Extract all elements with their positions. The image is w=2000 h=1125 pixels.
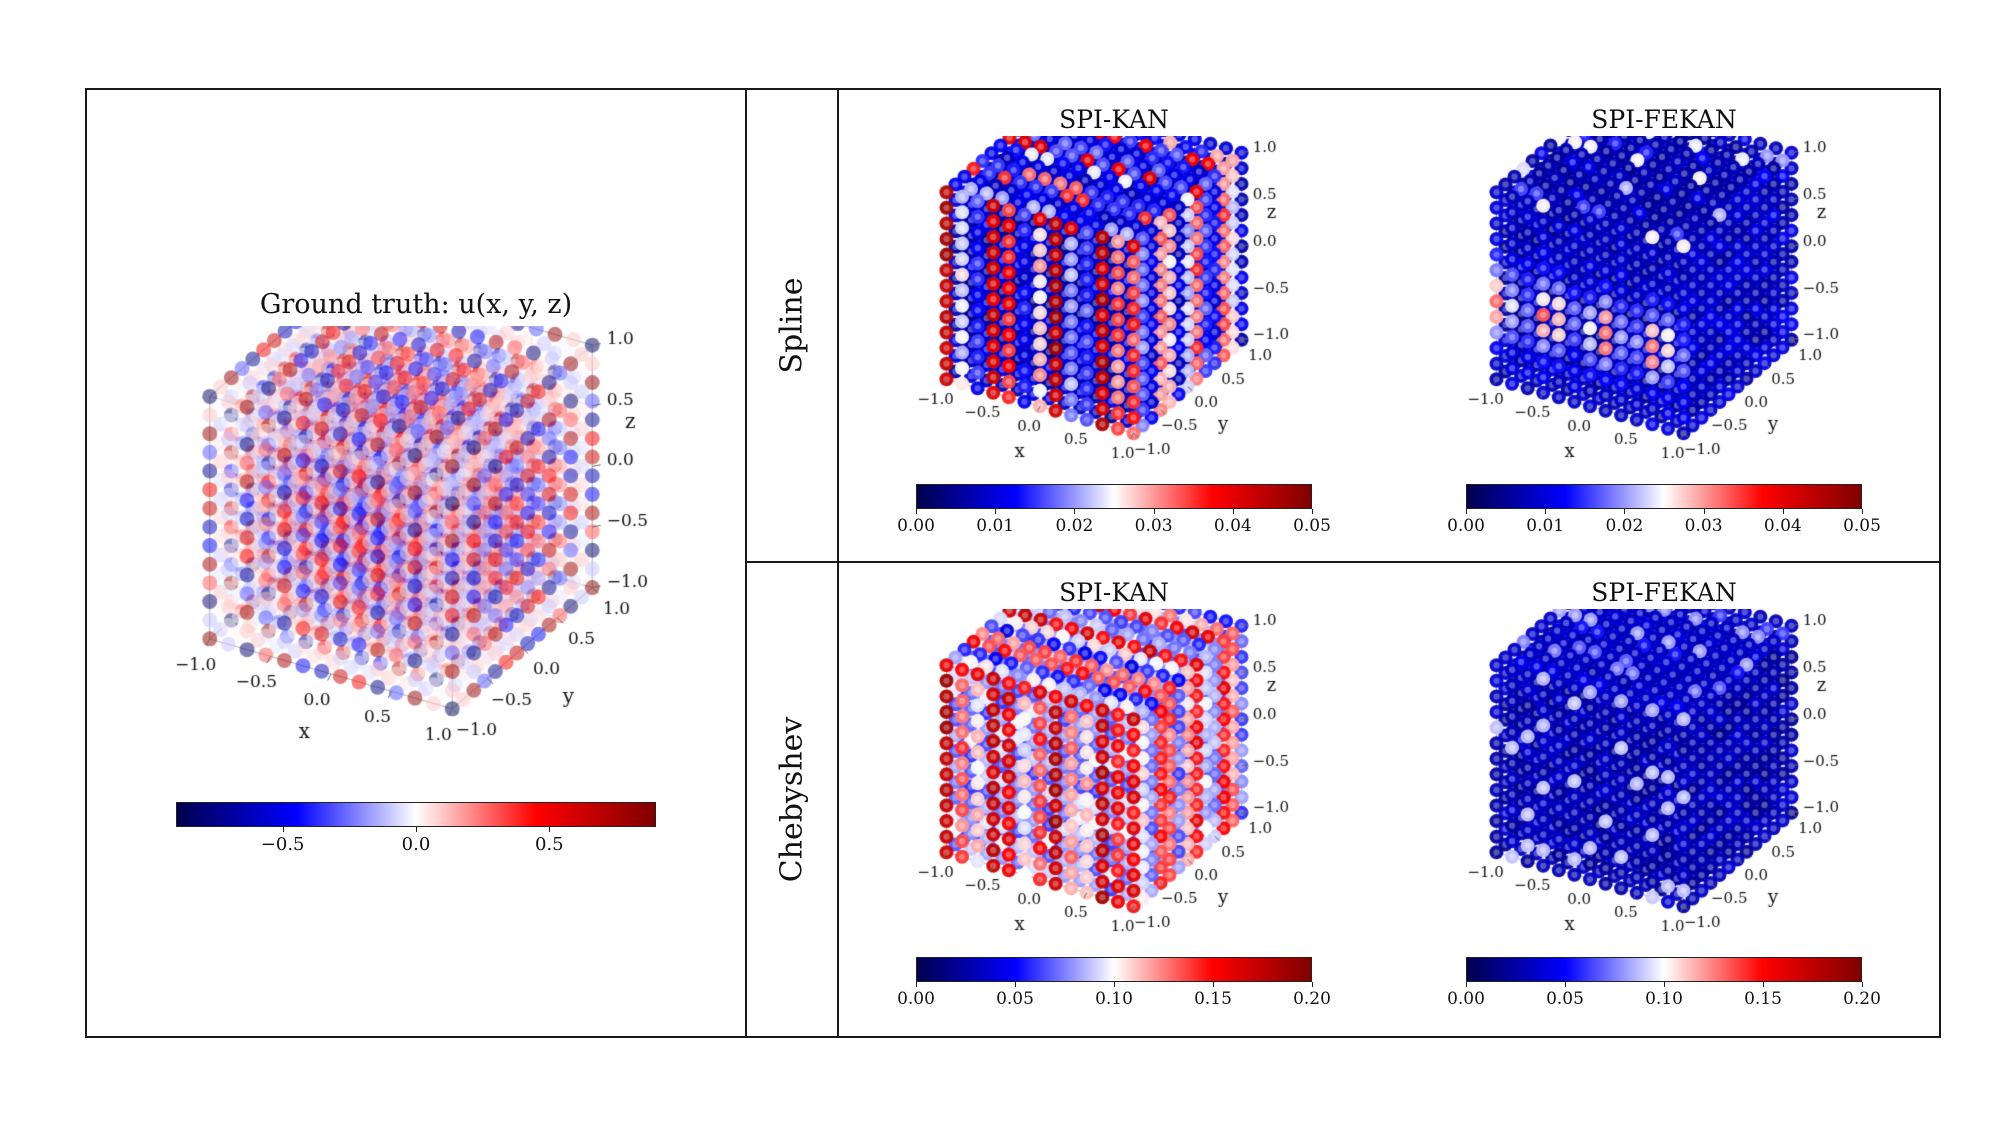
colorbar-tick-label: 0.05 bbox=[1293, 516, 1331, 536]
chebyshev-spi-kan-colorbar: 0.00 0.05 0.10 0.15 0.20 bbox=[897, 957, 1331, 1014]
colorbar-gradient bbox=[176, 801, 656, 827]
colorbar-tick bbox=[416, 826, 417, 832]
chebyshev-spi-kan-title: SPI-KAN bbox=[1059, 578, 1169, 607]
colorbar-tick-label: 0.04 bbox=[1763, 516, 1802, 536]
row-label-spline: Spline bbox=[774, 277, 810, 374]
spline-spi-kan-3d-plot bbox=[899, 136, 1329, 474]
row-label-cell-spline: Spline bbox=[745, 90, 837, 563]
ground-truth-panel: Ground truth: u(x, y, z) −0.5 0.0 0.5 bbox=[87, 90, 745, 1036]
chebyshev-row: SPI-KAN 0.00 0.05 0.10 0.15 0.20 SPI-FEKAN 0… bbox=[837, 563, 1939, 1036]
colorbar-gradient bbox=[916, 957, 1312, 982]
row-label-cell-chebyshev: Chebyshev bbox=[745, 563, 837, 1036]
colorbar-tick-label: 0.00 bbox=[1447, 989, 1485, 1009]
colorbar-tick bbox=[1782, 509, 1784, 514]
colorbar-tick bbox=[1862, 982, 1863, 987]
colorbar-tick bbox=[1312, 509, 1313, 514]
colorbar-tick bbox=[1213, 982, 1214, 987]
chebyshev-spi-fekan-colorbar: 0.00 0.05 0.10 0.15 0.20 bbox=[1447, 957, 1881, 1014]
colorbar-tick-label: 0.02 bbox=[1605, 516, 1644, 536]
spline-spi-kan-colorbar: 0.00 0.01 0.02 0.03 0.04 0.05 bbox=[897, 484, 1331, 541]
colorbar-tick bbox=[1862, 509, 1863, 514]
colorbar-tick-label: 0.20 bbox=[1843, 989, 1881, 1009]
colorbar-tick bbox=[1114, 982, 1115, 987]
chebyshev-spi-fekan-3d-plot bbox=[1449, 609, 1879, 947]
colorbar-tick bbox=[549, 826, 551, 832]
ground-truth-colorbar: −0.5 0.0 0.5 bbox=[176, 801, 656, 859]
colorbar-tick-label: 0.15 bbox=[1194, 989, 1232, 1009]
colorbar-tick-labels: 0.00 0.01 0.02 0.03 0.04 0.05 bbox=[1447, 509, 1881, 541]
colorbar-tick-label: 0.5 bbox=[535, 833, 564, 855]
chebyshev-spi-fekan-panel: SPI-FEKAN 0.00 0.05 0.10 0.15 0.20 bbox=[1389, 563, 1939, 1036]
spline-spi-fekan-panel: SPI-FEKAN 0.00 0.01 0.02 0.03 0.04 0.05 bbox=[1389, 90, 1939, 561]
colorbar-tick-labels: 0.00 0.01 0.02 0.03 0.04 0.05 bbox=[897, 509, 1331, 541]
colorbar-tick bbox=[1074, 509, 1076, 514]
colorbar-tick-label: 0.20 bbox=[1293, 989, 1331, 1009]
colorbar-tick-label: 0.05 bbox=[1546, 989, 1584, 1009]
colorbar-tick bbox=[1466, 509, 1467, 514]
colorbar-tick-label: 0.0 bbox=[401, 833, 431, 855]
colorbar-tick bbox=[916, 509, 917, 514]
colorbar-tick-label: 0.00 bbox=[897, 516, 935, 536]
colorbar-tick-label: 0.04 bbox=[1213, 516, 1252, 536]
spline-spi-kan-title: SPI-KAN bbox=[1059, 105, 1169, 134]
colorbar-tick-label: −0.5 bbox=[260, 833, 305, 855]
colorbar-gradient bbox=[1466, 957, 1862, 982]
colorbar-tick-label: 0.00 bbox=[897, 989, 935, 1009]
colorbar-tick-label: 0.02 bbox=[1055, 516, 1094, 536]
colorbar-tick bbox=[1624, 509, 1626, 514]
colorbar-tick bbox=[1545, 509, 1547, 514]
colorbar-tick bbox=[995, 509, 997, 514]
colorbar-tick bbox=[282, 826, 284, 832]
colorbar-tick-label: 0.03 bbox=[1134, 516, 1173, 536]
colorbar-tick-label: 0.10 bbox=[1095, 989, 1133, 1009]
colorbar-tick bbox=[1763, 982, 1764, 987]
colorbar-tick bbox=[1466, 982, 1467, 987]
chebyshev-spi-kan-panel: SPI-KAN 0.00 0.05 0.10 0.15 0.20 bbox=[839, 563, 1389, 1036]
colorbar-tick-label: 0.01 bbox=[1526, 516, 1565, 536]
row-label-chebyshev: Chebyshev bbox=[774, 716, 810, 883]
spline-row: SPI-KAN 0.00 0.01 0.02 0.03 0.04 0.05 SPI-FEK… bbox=[837, 90, 1939, 563]
colorbar-tick-label: 0.15 bbox=[1744, 989, 1782, 1009]
colorbar-tick-label: 0.03 bbox=[1684, 516, 1723, 536]
colorbar-tick-label: 0.05 bbox=[1843, 516, 1881, 536]
ground-truth-title: Ground truth: u(x, y, z) bbox=[259, 288, 573, 320]
colorbar-tick-labels: 0.00 0.05 0.10 0.15 0.20 bbox=[1447, 982, 1881, 1014]
spline-spi-fekan-title: SPI-FEKAN bbox=[1591, 105, 1737, 134]
colorbar-tick bbox=[1565, 982, 1566, 987]
spline-spi-fekan-3d-plot bbox=[1449, 136, 1879, 474]
spline-spi-kan-panel: SPI-KAN 0.00 0.01 0.02 0.03 0.04 0.05 bbox=[839, 90, 1389, 561]
colorbar-tick bbox=[1232, 509, 1234, 514]
colorbar-tick bbox=[1664, 982, 1665, 987]
colorbar-gradient bbox=[1466, 484, 1862, 509]
colorbar-tick-label: 0.01 bbox=[976, 516, 1015, 536]
colorbar-tick-label: 0.05 bbox=[996, 989, 1034, 1009]
chebyshev-spi-kan-3d-plot bbox=[899, 609, 1329, 947]
colorbar-tick-label: 0.00 bbox=[1447, 516, 1485, 536]
colorbar-tick-labels: 0.00 0.05 0.10 0.15 0.20 bbox=[897, 982, 1331, 1014]
colorbar-tick bbox=[1312, 982, 1313, 987]
colorbar-gradient bbox=[916, 484, 1312, 509]
colorbar-tick bbox=[916, 982, 917, 987]
colorbar-tick-labels: −0.5 0.0 0.5 bbox=[176, 826, 656, 859]
colorbar-tick bbox=[1703, 509, 1705, 514]
ground-truth-3d-plot bbox=[161, 325, 671, 762]
colorbar-tick-label: 0.10 bbox=[1645, 989, 1683, 1009]
colorbar-tick bbox=[1153, 509, 1155, 514]
colorbar-tick bbox=[1015, 982, 1016, 987]
chebyshev-spi-fekan-title: SPI-FEKAN bbox=[1591, 578, 1737, 607]
spline-spi-fekan-colorbar: 0.00 0.01 0.02 0.03 0.04 0.05 bbox=[1447, 484, 1881, 541]
results-figure: Ground truth: u(x, y, z) −0.5 0.0 0.5 Spli… bbox=[85, 88, 1941, 1038]
